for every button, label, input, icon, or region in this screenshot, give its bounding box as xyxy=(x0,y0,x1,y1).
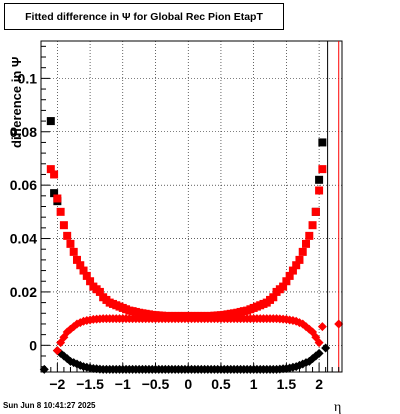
edge-lines xyxy=(327,41,340,372)
x-axis-label: η xyxy=(334,400,341,414)
data-point xyxy=(79,266,88,275)
y-tick-label: 0 xyxy=(29,337,37,353)
timestamp: Sun Jun 8 10:41:27 2025 xyxy=(3,401,96,410)
x-tick-label: 2 xyxy=(315,376,323,392)
y-axis: 0 0.02 0.04 0.06 0.08 0.1 xyxy=(10,45,50,368)
data-points xyxy=(39,117,344,374)
data-point xyxy=(56,207,65,216)
data-point xyxy=(52,346,62,356)
data-point xyxy=(53,194,62,203)
data-point xyxy=(315,186,324,195)
x-tick-label: −0.5 xyxy=(142,376,170,392)
data-point xyxy=(318,165,327,174)
x-tick-label: 0.5 xyxy=(211,376,231,392)
data-point xyxy=(295,255,304,264)
x-tick-label: −1.5 xyxy=(76,376,104,392)
y-tick-label: 0.04 xyxy=(10,231,37,247)
x-tick-label: −1 xyxy=(115,376,131,392)
data-point xyxy=(302,239,311,248)
data-point xyxy=(321,343,331,353)
data-point xyxy=(318,138,327,147)
data-point xyxy=(292,261,301,270)
data-point xyxy=(50,189,59,198)
y-tick-label: 0.06 xyxy=(10,177,37,193)
grid-lines xyxy=(41,41,342,372)
x-tick-label: −2 xyxy=(49,376,65,392)
data-point xyxy=(72,255,81,264)
x-axis: −2 −1.5 −1 −0.5 0 0.5 1 1.5 2 xyxy=(43,363,340,392)
data-point xyxy=(282,277,291,286)
x-tick-label: 0 xyxy=(184,376,192,392)
x-tick-label: 1 xyxy=(250,376,258,392)
data-point xyxy=(59,221,68,230)
data-point xyxy=(46,117,55,126)
data-point xyxy=(86,277,95,286)
data-point xyxy=(279,282,288,291)
data-point xyxy=(59,351,69,361)
x-tick-label: 1.5 xyxy=(277,376,297,392)
data-point xyxy=(46,165,55,174)
data-point xyxy=(298,247,307,256)
data-point xyxy=(76,261,85,270)
data-point xyxy=(63,231,72,240)
chart-title: Fitted difference in Ψ for Global Rec Pi… xyxy=(25,11,263,23)
data-point xyxy=(314,338,324,348)
data-point xyxy=(288,266,297,275)
y-tick-label: 0.1 xyxy=(18,70,38,86)
data-point xyxy=(50,170,59,179)
data-point xyxy=(311,207,320,216)
data-point xyxy=(95,287,104,296)
y-axis-label: difference in Ψ xyxy=(9,57,24,148)
y-tick-label: 0.08 xyxy=(10,124,37,140)
data-point xyxy=(315,175,324,184)
data-point xyxy=(69,247,78,256)
chart-title-box: Fitted difference in Ψ for Global Rec Pi… xyxy=(4,3,284,30)
data-point xyxy=(285,271,294,280)
data-point xyxy=(317,322,327,332)
data-point xyxy=(59,332,69,342)
data-point xyxy=(66,239,75,248)
data-point xyxy=(305,231,314,240)
data-point xyxy=(314,348,324,358)
data-point xyxy=(308,221,317,230)
data-point xyxy=(269,293,278,302)
y-tick-label: 0.02 xyxy=(10,284,37,300)
data-point xyxy=(82,271,91,280)
